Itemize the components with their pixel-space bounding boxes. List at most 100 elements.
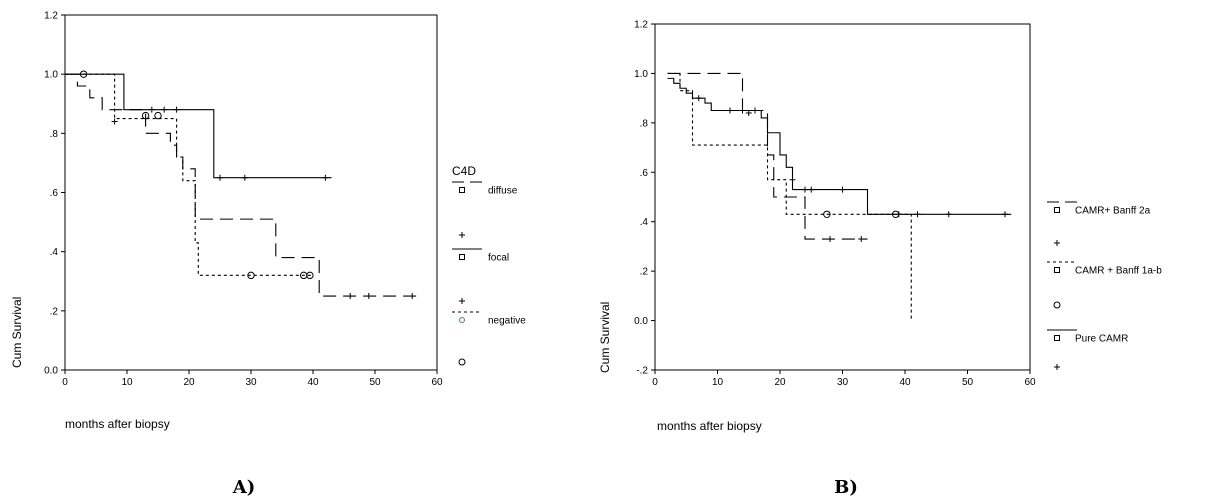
x-tick-label: 20 [183,377,195,388]
censor-plus [789,176,796,183]
legend-title-a: C4D [452,164,476,178]
legend-b: CAMR+ Banff 2a CAMR + Banff 1a-b Pure CAMR [1047,201,1162,370]
censor-plus [895,211,902,218]
y-tick-label: .4 [50,247,59,258]
legend-square-marker [459,254,465,260]
legend-square-marker [1054,207,1060,213]
censor-circle [823,210,831,219]
series-group-a [65,70,419,300]
legend-square-marker [1054,267,1060,273]
legend-square-marker [1054,335,1060,341]
y-tick-label: .8 [50,129,59,140]
censor-plus [217,174,223,181]
y-tick-label: 1.2 [44,11,58,22]
x-axis-label-b: months after biopsy [657,419,762,433]
legend-plus-marker [459,232,465,238]
x-tick-label: 60 [1024,377,1036,388]
x-tick-label: 30 [245,377,257,388]
censor-plus [173,106,180,113]
legend-label: CAMR + Banff 1a-b [1075,266,1162,277]
x-axis-a: 0 10 20 30 40 50 60 [62,370,443,388]
y-axis-label-a: Cum Survival [10,297,24,368]
censor-plus [727,107,733,114]
censor-plus [858,236,865,243]
censor-plus [695,95,702,102]
legend-plus-marker [459,298,465,304]
chart-panel-b: -.2 0.0 .2 .4 .6 .8 1.0 1.2 0 10 20 30 40 50 60 Cum S… [598,20,1162,499]
censor-plus [409,293,416,300]
legend-circle-marker [458,358,466,366]
x-axis-b: 0 10 20 30 40 50 60 [652,370,1036,388]
x-tick-label: 10 [712,377,724,388]
censor-plus [322,174,329,181]
series-line-pure-camr [667,77,1012,215]
series-line-camr-banff-2a [667,72,868,240]
censor-plus [827,236,833,243]
censor-plus [241,174,248,181]
x-tick-label: 60 [431,377,443,388]
x-tick-label: 20 [774,377,786,388]
legend-circle-marker [1053,301,1061,309]
x-tick-label: 0 [62,377,68,388]
y-tick-label: 1.2 [634,20,648,31]
legend-label: Pure CAMR [1075,334,1128,345]
plot-frame-b [654,23,1031,371]
y-tick-label: .2 [50,306,59,317]
x-tick-label: 0 [652,377,658,388]
censor-plus [1002,211,1008,218]
y-tick-label: 1.0 [634,69,648,80]
x-axis-label-a: months after biopsy [65,417,170,431]
censor-plus [752,107,758,114]
legend-circle-marker [459,317,465,323]
x-tick-label: 50 [369,377,381,388]
panel-label-b: B) [834,477,858,498]
y-tick-label: 0.0 [634,316,648,327]
legend-plus-marker [1054,240,1060,246]
x-tick-label: 50 [962,377,974,388]
censor-plus [802,186,808,193]
y-tick-label: -.2 [636,366,648,377]
censor-circle [141,111,150,120]
series-line-focal [65,73,332,179]
censor-plus [161,106,168,113]
y-tick-label: .6 [640,168,649,179]
censor-plus [839,186,846,193]
censor-plus [739,107,746,114]
x-tick-label: 40 [899,377,911,388]
y-axis-label-b: Cum Survival [598,302,612,373]
censor-circle [79,70,88,78]
censor-circle [154,111,162,120]
legend-a: C4D diffuse focal negative [452,164,526,366]
censor-plus [347,293,354,300]
series-line-diffuse [65,73,419,297]
legend-label: diffuse [488,186,518,197]
legend-plus-marker [1054,364,1060,370]
censor-plus [945,211,952,218]
y-tick-label: 1.0 [44,70,58,81]
series-group-b [667,72,1012,321]
x-tick-label: 30 [837,377,849,388]
panel-label-a: A) [232,477,255,498]
y-tick-label: .2 [640,267,649,278]
y-tick-label: .6 [50,188,59,199]
y-tick-label: 0.0 [44,366,58,377]
y-tick-label: .8 [640,118,649,129]
legend-label: negative [488,316,526,327]
censor-circle [247,271,255,280]
legend-label: focal [488,253,509,264]
plot-frame-a [64,14,438,371]
legend-label: CAMR+ Banff 2a [1075,206,1151,217]
censor-plus [808,186,815,193]
censor-plus [914,211,921,218]
chart-panel-a: 0.0 .2 .4 .6 .8 1.0 1.2 0 10 20 30 40 50 60 Cum Surv… [10,11,526,499]
legend-square-marker [459,187,465,193]
censor-circle [306,271,314,280]
y-tick-label: .4 [640,217,649,228]
x-tick-label: 40 [307,377,319,388]
censor-plus [111,118,118,125]
y-axis-a: 0.0 .2 .4 .6 .8 1.0 1.2 [44,11,65,377]
censor-plus [365,293,372,300]
y-axis-b: -.2 0.0 .2 .4 .6 .8 1.0 1.2 [634,20,655,377]
x-tick-label: 10 [121,377,133,388]
